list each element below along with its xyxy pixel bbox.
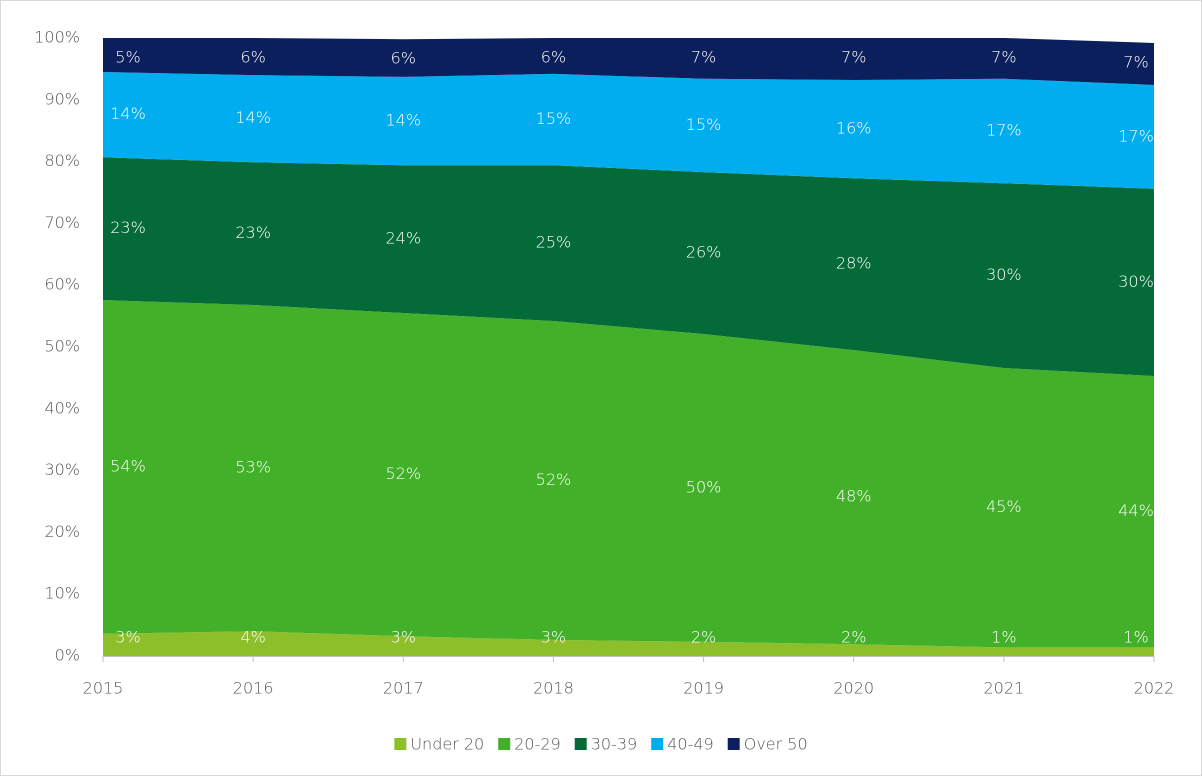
data-label: 2% (691, 628, 716, 647)
x-tick-label: 2015 (83, 679, 124, 698)
data-label: 14% (235, 108, 271, 127)
data-label: 23% (110, 218, 146, 237)
legend-label: Under 20 (410, 735, 484, 754)
x-tick-label: 2017 (383, 679, 424, 698)
y-tick-label: 70% (44, 213, 80, 232)
y-tick-label: 20% (44, 522, 80, 541)
data-label: 7% (1123, 52, 1148, 71)
data-label: 16% (836, 119, 872, 138)
area (103, 38, 1154, 85)
data-label: 54% (110, 456, 146, 475)
data-label: 30% (986, 265, 1022, 284)
legend-swatch (651, 738, 664, 750)
data-label: 23% (235, 223, 271, 242)
x-tick-label: 2020 (833, 679, 874, 698)
data-label: 14% (386, 111, 422, 130)
legend-label: Over 50 (744, 735, 808, 754)
x-tick-label: 2022 (1134, 679, 1175, 698)
data-label: 14% (110, 104, 146, 123)
data-label: 17% (1118, 126, 1154, 145)
y-tick-label: 0% (55, 646, 80, 665)
data-label: 5% (115, 48, 140, 67)
legend-label: 30-39 (591, 735, 638, 754)
y-tick-label: 60% (44, 275, 80, 294)
data-label: 53% (235, 458, 271, 477)
area (103, 71, 1154, 189)
data-label: 44% (1118, 501, 1154, 520)
x-tick-label: 2016 (233, 679, 274, 698)
data-label: 3% (391, 628, 416, 647)
y-tick-label: 30% (44, 460, 80, 479)
data-label: 4% (240, 628, 265, 647)
data-label: 6% (240, 48, 265, 67)
data-label: 3% (541, 628, 566, 647)
x-tick-label: 2021 (983, 679, 1024, 698)
data-label: 15% (536, 109, 572, 128)
y-tick-label: 40% (44, 398, 80, 417)
y-tick-label: 100% (34, 28, 80, 47)
data-label: 3% (115, 628, 140, 647)
legend-label: 20-29 (514, 735, 561, 754)
y-tick-label: 80% (44, 151, 80, 170)
legend-swatch (498, 738, 511, 750)
area (103, 300, 1154, 648)
data-label: 6% (541, 48, 566, 67)
y-tick-label: 10% (44, 584, 80, 603)
data-label: 45% (986, 497, 1022, 516)
legend-swatch (574, 738, 587, 750)
data-label: 17% (986, 121, 1022, 140)
legend-label: 40-49 (667, 735, 714, 754)
data-label: 26% (686, 243, 722, 262)
data-label: 25% (536, 233, 572, 252)
area (103, 157, 1154, 377)
legend-swatch (727, 738, 740, 750)
x-tick-label: 2018 (533, 679, 574, 698)
data-label: 1% (1123, 628, 1148, 647)
data-label: 6% (391, 49, 416, 68)
data-label: 7% (991, 48, 1016, 67)
data-label: 30% (1118, 272, 1154, 291)
data-label: 7% (691, 48, 716, 67)
data-label: 52% (386, 464, 422, 483)
data-label: 1% (991, 628, 1016, 647)
data-label: 48% (836, 487, 872, 506)
data-label: 7% (841, 48, 866, 67)
y-tick-label: 50% (44, 337, 80, 356)
data-label: 24% (386, 229, 422, 248)
legend-swatch (394, 738, 407, 750)
data-label: 28% (836, 254, 872, 273)
y-tick-label: 90% (44, 89, 80, 108)
data-label: 15% (686, 115, 722, 134)
area (103, 631, 1154, 656)
data-label: 52% (536, 470, 572, 489)
data-label: 50% (686, 477, 722, 496)
x-tick-label: 2019 (683, 679, 724, 698)
data-label: 2% (841, 628, 866, 647)
